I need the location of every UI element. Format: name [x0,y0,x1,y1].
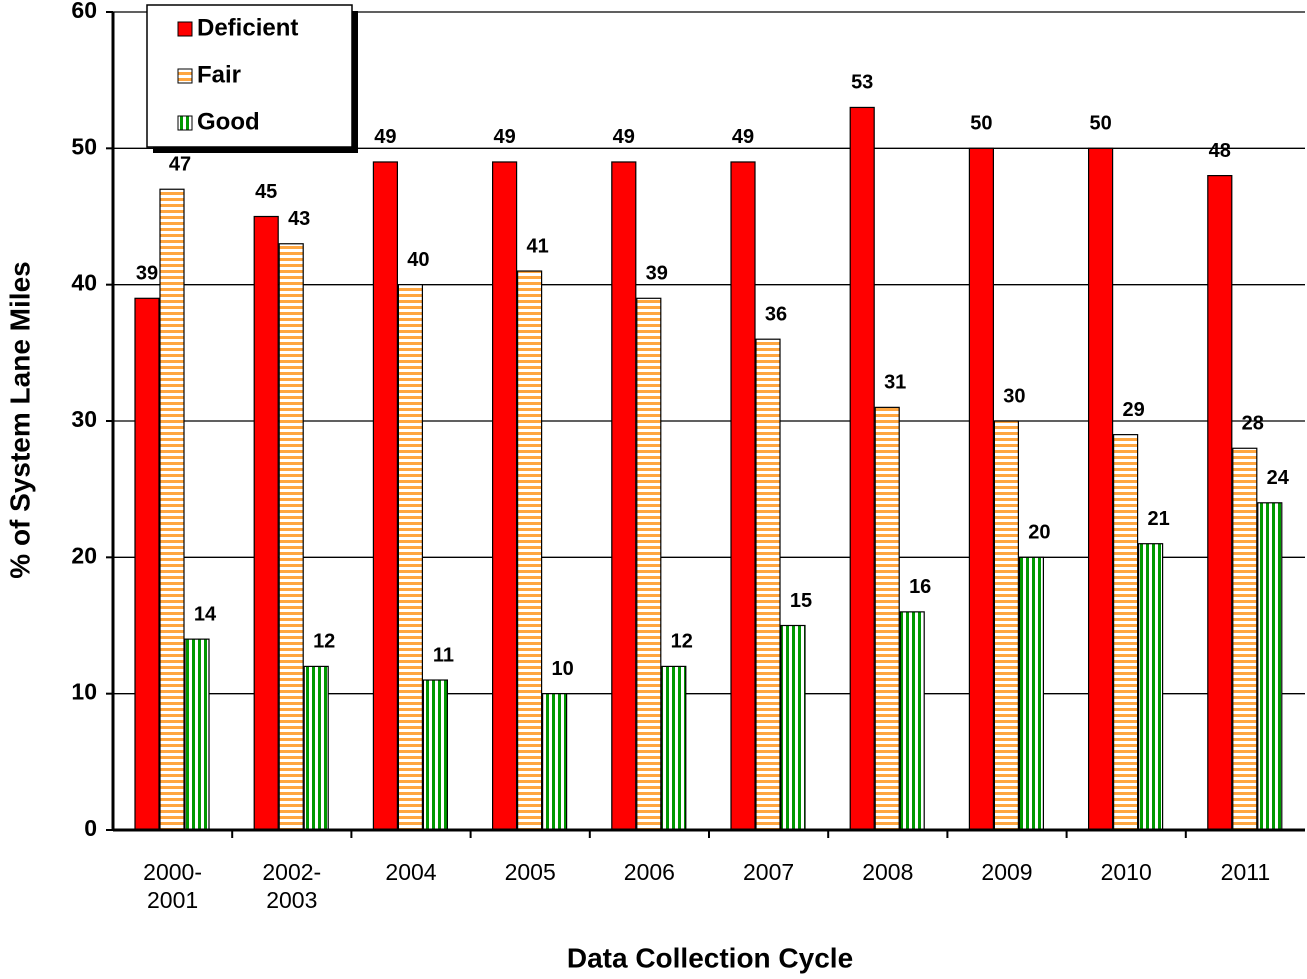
data-label: 31 [884,372,906,394]
y-tick-label: 0 [84,815,97,841]
data-label: 45 [255,181,277,203]
bar [1112,434,1139,831]
data-label: 14 [194,603,217,625]
data-label: 15 [790,590,812,612]
bar [372,161,398,831]
data-label: 12 [671,631,693,653]
data-label: 12 [313,631,335,653]
data-label: 30 [1003,385,1025,407]
bar [661,665,687,831]
data-label: 49 [732,126,754,148]
legend-label: Good [197,108,260,135]
bar [1087,147,1114,831]
bar [516,270,543,831]
y-tick-label: 50 [71,133,97,159]
data-label: 43 [288,208,310,230]
data-label: 39 [646,263,668,285]
bar [1207,175,1233,831]
y-tick-label: 60 [71,0,97,23]
data-label: 28 [1242,413,1264,435]
y-tick-label: 40 [71,270,97,296]
bar [899,611,925,831]
data-label: 24 [1267,467,1290,489]
bar [1137,543,1164,831]
bar [1232,447,1258,831]
bar [636,297,662,831]
bar [397,284,423,831]
data-label: 10 [551,658,573,680]
bar [422,679,448,831]
data-label: 49 [374,126,396,148]
data-label: 41 [526,235,548,257]
bar [780,624,806,831]
data-label: 49 [493,126,515,148]
bar [849,106,875,831]
x-tick-label: 2000-2001 [143,859,202,913]
bar [611,161,637,831]
y-axis-title: % of System Lane Miles [4,261,35,578]
data-label: 49 [613,126,635,148]
x-tick-label: 2007 [743,859,795,885]
data-label: 36 [765,303,787,325]
data-label: 21 [1147,508,1169,530]
data-label: 29 [1122,399,1144,421]
x-tick-label: 2009 [981,859,1033,885]
x-axis-title: Data Collection Cycle [567,942,853,973]
bar [968,147,995,831]
data-label: 48 [1209,140,1231,162]
bar [993,420,1020,831]
bar [541,693,568,831]
x-tick-label: 2011 [1220,859,1271,885]
y-tick-label: 20 [71,542,97,568]
bar [278,243,304,831]
bar [1018,556,1045,831]
data-label: 20 [1028,522,1050,544]
legend-swatch [177,68,193,84]
data-label: 47 [169,154,191,176]
data-label: 11 [433,644,454,666]
bar [159,188,185,831]
data-label: 50 [970,113,992,135]
bar [874,406,900,831]
y-tick-label: 10 [71,679,97,705]
bar [134,297,160,831]
data-label: 40 [407,249,429,271]
x-tick-label: 2010 [1100,859,1152,885]
x-tick-label: 2006 [623,859,675,885]
bar [1257,502,1283,831]
legend-label: Deficient [197,14,298,41]
x-tick-label: 2004 [385,859,437,885]
data-label: 39 [136,263,158,285]
data-label: 16 [909,576,931,598]
x-tick-label: 2002-2003 [262,859,322,913]
bar [303,665,329,831]
legend-swatch [177,21,193,37]
bar [730,161,756,831]
x-tick-label: 2005 [504,859,556,885]
y-tick-label: 30 [71,406,97,432]
bar [253,215,279,831]
bar [755,338,781,831]
data-label: 50 [1089,113,1111,135]
x-tick-label: 2008 [862,859,914,885]
bar [492,161,518,831]
data-label: 53 [851,72,873,94]
legend-label: Fair [197,61,241,88]
legend-swatch [177,115,193,131]
bar [184,638,210,831]
